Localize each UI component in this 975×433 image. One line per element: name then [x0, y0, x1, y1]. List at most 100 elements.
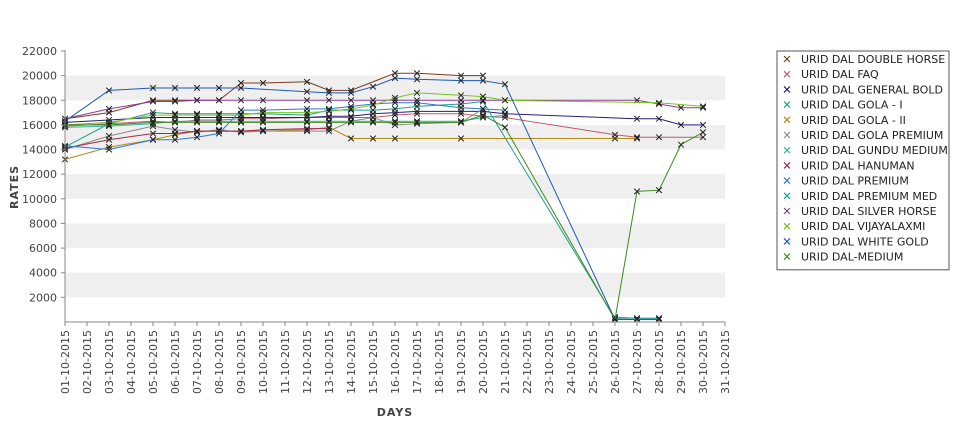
grid-band: [65, 124, 725, 150]
data-point: [171, 136, 179, 143]
legend-entry: URID DAL GUNDU MEDIUM: [801, 144, 948, 157]
y-tick-label: 6000: [29, 242, 57, 255]
x-tick-label: 08-10-2015: [213, 330, 226, 394]
data-point: [193, 84, 201, 92]
x-tick-label: 14-10-2015: [345, 330, 358, 394]
data-point: [237, 119, 245, 126]
data-point: [501, 111, 509, 119]
y-tick-label: 8000: [29, 217, 57, 230]
legend-marker: [783, 253, 791, 261]
data-point: [413, 76, 421, 83]
data-point: [259, 126, 267, 133]
data-point: [369, 102, 377, 109]
data-point: [501, 97, 509, 104]
y-tick-label: 2000: [29, 291, 57, 304]
data-point: [413, 119, 421, 126]
data-point: [457, 135, 465, 142]
data-point: [633, 316, 641, 323]
data-point: [501, 124, 509, 131]
data-point: [413, 99, 421, 106]
data-point: [413, 89, 421, 97]
data-point: [193, 118, 201, 125]
data-point: [391, 135, 399, 142]
data-point: [655, 99, 663, 106]
data-point: [413, 120, 421, 127]
legend-entry: URID DAL SILVER HORSE: [801, 205, 937, 218]
data-point: [501, 81, 509, 88]
data-point: [237, 106, 245, 114]
data-point: [369, 118, 377, 125]
series-line: [64, 128, 329, 149]
x-tick-label: 21-10-2015: [499, 330, 512, 394]
legend-entry: URID DAL PREMIUM MED: [801, 190, 937, 203]
data-point: [259, 106, 267, 114]
data-point: [171, 97, 179, 104]
data-point: [325, 127, 333, 135]
data-point: [303, 126, 311, 133]
data-point: [193, 111, 201, 119]
data-point: [457, 77, 465, 84]
data-point: [193, 116, 201, 124]
legend-entry: URID DAL GENERAL BOLD: [801, 83, 943, 96]
data-point: [215, 116, 223, 124]
data-point: [413, 108, 421, 115]
x-tick-label: 04-10-2015: [125, 330, 138, 394]
data-point: [391, 119, 399, 126]
data-point: [369, 135, 377, 142]
data-point: [149, 130, 157, 137]
data-point: [347, 105, 355, 113]
legend-marker: [783, 161, 791, 169]
data-point: [215, 127, 223, 135]
data-point: [303, 119, 311, 126]
y-axis-title: RATES: [8, 165, 21, 209]
data-point: [391, 70, 399, 77]
grid-band: [65, 223, 725, 249]
data-point: [259, 119, 267, 126]
data-point: [325, 118, 333, 125]
data-point: [413, 118, 421, 125]
data-point: [215, 118, 223, 125]
data-point: [699, 129, 707, 136]
data-point: [501, 106, 509, 114]
x-tick-label: 29-10-2015: [675, 330, 688, 394]
data-point: [633, 188, 641, 195]
y-tick-label: 22000: [22, 45, 57, 58]
legend-entry: URID DAL PREMIUM: [801, 175, 909, 188]
legend-marker: [783, 131, 791, 139]
data-point: [479, 105, 487, 113]
axes: 2000 4000 6000 8000 10000 12000 14000 16000 1800…: [22, 45, 732, 394]
data-point: [259, 109, 267, 116]
data-point: [655, 316, 663, 323]
data-point: [193, 134, 201, 141]
data-point: [237, 118, 245, 125]
data-point: [677, 104, 685, 111]
series-line: [64, 108, 484, 150]
data-point: [457, 104, 465, 111]
legend-marker: [783, 55, 791, 63]
x-tick-label: 25-10-2015: [587, 330, 600, 394]
series-layer: [61, 70, 707, 323]
data-point: [237, 97, 245, 104]
x-tick-label: 09-10-2015: [235, 330, 248, 394]
x-tick-label: 27-10-2015: [631, 330, 644, 394]
x-tick-label: 30-10-2015: [697, 330, 710, 394]
legend-entry: URID DAL DOUBLE HORSE: [801, 53, 945, 66]
data-point: [391, 94, 399, 101]
data-point: [699, 103, 707, 110]
data-point: [171, 111, 179, 119]
data-point: [369, 106, 377, 114]
data-point: [677, 141, 685, 148]
data-point: [457, 119, 465, 126]
y-tick-label: 4000: [29, 267, 57, 280]
data-point: [655, 187, 663, 194]
data-point: [347, 97, 355, 104]
data-point: [105, 87, 113, 94]
data-point: [193, 127, 201, 135]
data-point: [347, 135, 355, 142]
x-tick-label: 16-10-2015: [389, 330, 402, 394]
x-tick-label: 24-10-2015: [565, 330, 578, 394]
data-point: [303, 125, 311, 132]
data-point: [259, 97, 267, 104]
x-tick-label: 02-10-2015: [81, 330, 94, 394]
x-tick-label: 28-10-2015: [653, 330, 666, 394]
